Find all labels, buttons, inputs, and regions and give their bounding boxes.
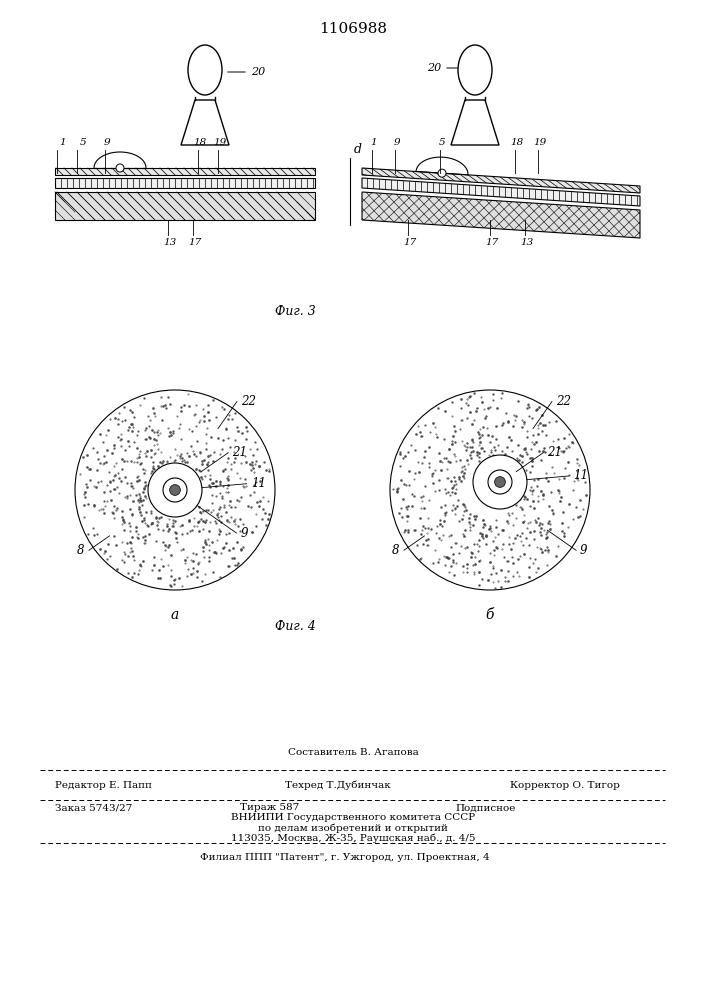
- Polygon shape: [362, 178, 640, 206]
- Circle shape: [116, 164, 124, 172]
- Text: 17: 17: [486, 238, 498, 247]
- Text: Редактор Е. Папп: Редактор Е. Папп: [55, 780, 152, 790]
- Polygon shape: [362, 168, 640, 193]
- Text: 21: 21: [232, 446, 247, 459]
- Circle shape: [148, 463, 202, 517]
- Text: 17: 17: [188, 238, 201, 247]
- Text: 1106988: 1106988: [319, 22, 387, 36]
- Circle shape: [390, 390, 590, 590]
- Circle shape: [473, 455, 527, 509]
- Circle shape: [495, 477, 506, 487]
- Text: 5: 5: [438, 138, 445, 147]
- Text: 11: 11: [573, 469, 588, 482]
- Text: 9: 9: [580, 544, 588, 557]
- Text: 20: 20: [251, 67, 265, 77]
- Text: Составитель В. Агапова: Составитель В. Агапова: [288, 748, 419, 757]
- Text: Техред Т.Дубинчак: Техред Т.Дубинчак: [285, 780, 391, 790]
- Text: 9: 9: [394, 138, 400, 147]
- Text: 20: 20: [427, 63, 441, 73]
- Circle shape: [75, 390, 275, 590]
- Text: 13: 13: [163, 238, 177, 247]
- Text: 1: 1: [59, 138, 66, 147]
- Text: 18: 18: [510, 138, 524, 147]
- Text: Корректор О. Тигор: Корректор О. Тигор: [510, 780, 620, 790]
- Text: 1: 1: [370, 138, 378, 147]
- Text: 8: 8: [392, 544, 399, 557]
- Text: 17: 17: [404, 238, 416, 247]
- Circle shape: [170, 485, 180, 495]
- Text: а: а: [171, 608, 179, 622]
- Text: б: б: [486, 608, 494, 622]
- Text: 113035, Москва, Ж-35, Раушская наб., д. 4/5: 113035, Москва, Ж-35, Раушская наб., д. …: [230, 833, 475, 843]
- Polygon shape: [362, 192, 640, 238]
- Bar: [55, 178, 315, 188]
- Text: 8: 8: [76, 544, 84, 557]
- Text: Подписное: Подписное: [455, 804, 515, 812]
- Text: по делам изобретений и открытий: по делам изобретений и открытий: [258, 823, 448, 833]
- Text: d: d: [354, 143, 362, 156]
- Text: Заказ 5743/27: Заказ 5743/27: [55, 804, 132, 812]
- Text: 19: 19: [214, 138, 227, 147]
- Text: 19: 19: [533, 138, 547, 147]
- Circle shape: [488, 470, 512, 494]
- Text: 18: 18: [194, 138, 206, 147]
- Text: 21: 21: [547, 446, 562, 459]
- Text: 13: 13: [520, 238, 534, 247]
- Circle shape: [438, 169, 446, 177]
- Text: 22: 22: [556, 395, 571, 408]
- Text: 9: 9: [104, 138, 110, 147]
- Text: 5: 5: [80, 138, 86, 147]
- Text: Филиал ППП "Патент", г. Ужгород, ул. Проектная, 4: Филиал ППП "Патент", г. Ужгород, ул. Про…: [200, 852, 490, 861]
- Text: Тираж 587: Тираж 587: [240, 804, 299, 812]
- Text: 11: 11: [251, 477, 266, 490]
- Text: ВНИИПИ Государственного комитета СССР: ВНИИПИ Государственного комитета СССР: [231, 814, 475, 822]
- Circle shape: [163, 478, 187, 502]
- Text: 22: 22: [241, 395, 256, 408]
- Text: 9: 9: [240, 527, 248, 540]
- Text: Фиг. 3: Фиг. 3: [274, 305, 315, 318]
- Bar: [55, 168, 315, 175]
- Text: Фиг. 4: Фиг. 4: [274, 620, 315, 633]
- Bar: [55, 192, 315, 220]
